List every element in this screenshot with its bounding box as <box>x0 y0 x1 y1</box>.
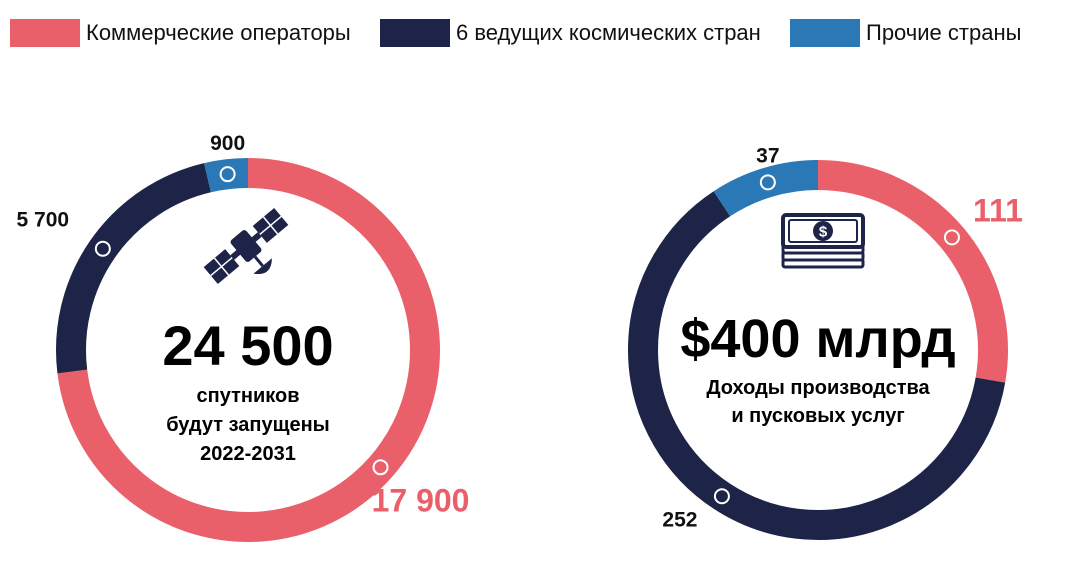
donut-chart-revenue: 111 252 37 <box>628 144 1023 540</box>
slice-marker-other-countries-revenue <box>759 174 776 191</box>
money-stack-icon: $ <box>781 213 865 269</box>
legend-swatch-other <box>790 19 860 47</box>
donut-chart-satellites: 17 900 5 700 900 <box>17 132 470 542</box>
slice-marker-other-countries-satellites <box>219 166 236 183</box>
legend-item-commercial: Коммерческие операторы <box>10 16 351 50</box>
center-line-2-revenue: и пусковых услуг <box>731 405 904 427</box>
center-line-2-satellites: будут запущены <box>166 414 330 436</box>
value-label-other-countries-revenue: 37 <box>756 144 779 167</box>
legend-label-leading: 6 ведущих космических стран <box>456 20 761 45</box>
legend-label-commercial: Коммерческие операторы <box>86 20 351 45</box>
svg-text:$: $ <box>819 224 828 241</box>
legend-label-other: Прочие страны <box>866 20 1022 45</box>
center-value-satellites: 24 500 <box>162 314 333 377</box>
slice-marker-commercial-satellites <box>372 459 389 476</box>
center-line-3-satellites: 2022-2031 <box>200 443 296 465</box>
satellite-icon <box>203 208 289 284</box>
slice-marker-commercial-revenue <box>943 229 960 246</box>
center-line-1-revenue: Доходы производства <box>706 377 930 399</box>
value-label-leading-countries-revenue: 252 <box>662 508 697 531</box>
slice-marker-leading-countries-satellites <box>94 240 111 257</box>
legend: Коммерческие операторы 6 ведущих космиче… <box>10 16 1071 50</box>
legend-item-leading: 6 ведущих космических стран <box>380 16 761 50</box>
center-value-revenue: $400 млрд <box>680 309 955 369</box>
center-line-1-satellites: спутников <box>197 385 300 407</box>
value-label-leading-countries-satellites: 5 700 <box>17 209 70 232</box>
legend-item-other: Прочие страны <box>790 16 1021 50</box>
slice-marker-leading-countries-revenue <box>713 488 730 505</box>
value-label-other-countries-satellites: 900 <box>210 132 245 155</box>
legend-swatch-commercial <box>10 19 80 47</box>
value-label-commercial-satellites: 17 900 <box>372 482 470 518</box>
value-label-commercial-revenue: 111 <box>973 192 1023 228</box>
legend-swatch-leading <box>380 19 450 47</box>
